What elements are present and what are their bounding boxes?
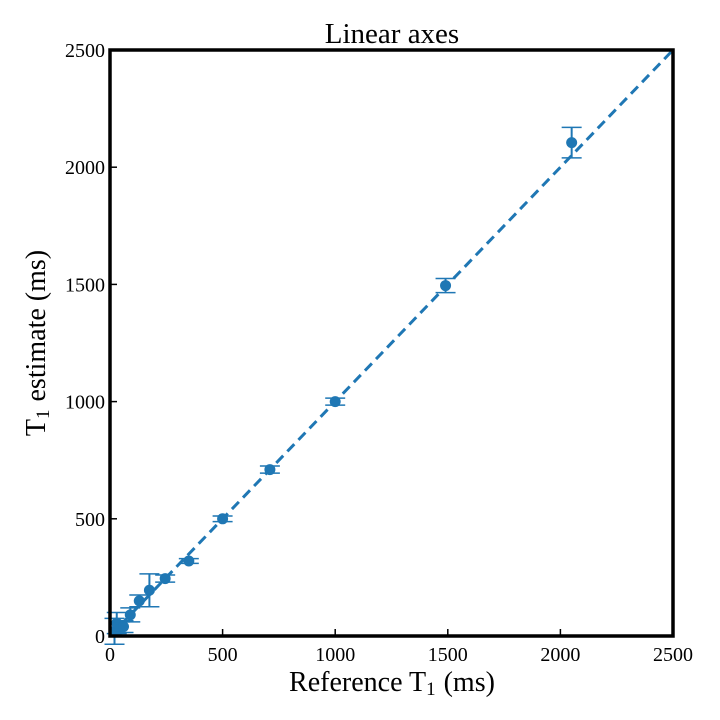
y-axis-title-subscript: 1 (33, 410, 54, 420)
x-tick-label: 0 (105, 644, 115, 666)
chart-title: Linear axes (325, 18, 459, 50)
y-tick-label: 0 (95, 626, 105, 648)
y-tick-label: 2500 (65, 40, 105, 62)
y-tick-label: 500 (75, 509, 105, 531)
y-tick-label: 1500 (65, 274, 105, 296)
identity-reference-line (108, 48, 675, 638)
x-axis-title-unit: (ms) (444, 667, 495, 698)
data-point (143, 584, 155, 596)
reference-line-group (108, 48, 675, 638)
axis-ticks: 0 500 1000 1500 2000 2500 0 500 1000 1500 2000 2500 (65, 40, 693, 666)
data-point (440, 280, 452, 292)
data-points (104, 126, 582, 645)
x-tick-label: 500 (208, 644, 238, 666)
x-tick-label: 2000 (540, 644, 580, 666)
x-axis-title: Reference T1 (ms) (289, 667, 495, 700)
data-point (183, 555, 195, 567)
data-point (566, 137, 578, 149)
data-point (118, 621, 130, 633)
x-tick-label: 1000 (315, 644, 355, 666)
data-point (124, 609, 136, 621)
x-tick-label: 2500 (653, 644, 693, 666)
plot-frame (108, 48, 675, 638)
y-axis-title-unit: estimate (ms) (21, 250, 52, 402)
y-axis-title: T1 estimate (ms) (21, 250, 54, 436)
data-point (329, 396, 341, 408)
data-point (217, 513, 229, 525)
data-point (264, 464, 276, 476)
y-tick-label: 1000 (65, 392, 105, 414)
data-point (159, 573, 171, 585)
x-tick-label: 1500 (428, 644, 468, 666)
data-point (133, 595, 145, 607)
x-axis-title-main: Reference T (289, 667, 426, 698)
y-axis-title-main: T (21, 419, 52, 436)
x-axis-title-subscript: 1 (426, 679, 436, 700)
y-tick-label: 2000 (65, 157, 105, 179)
